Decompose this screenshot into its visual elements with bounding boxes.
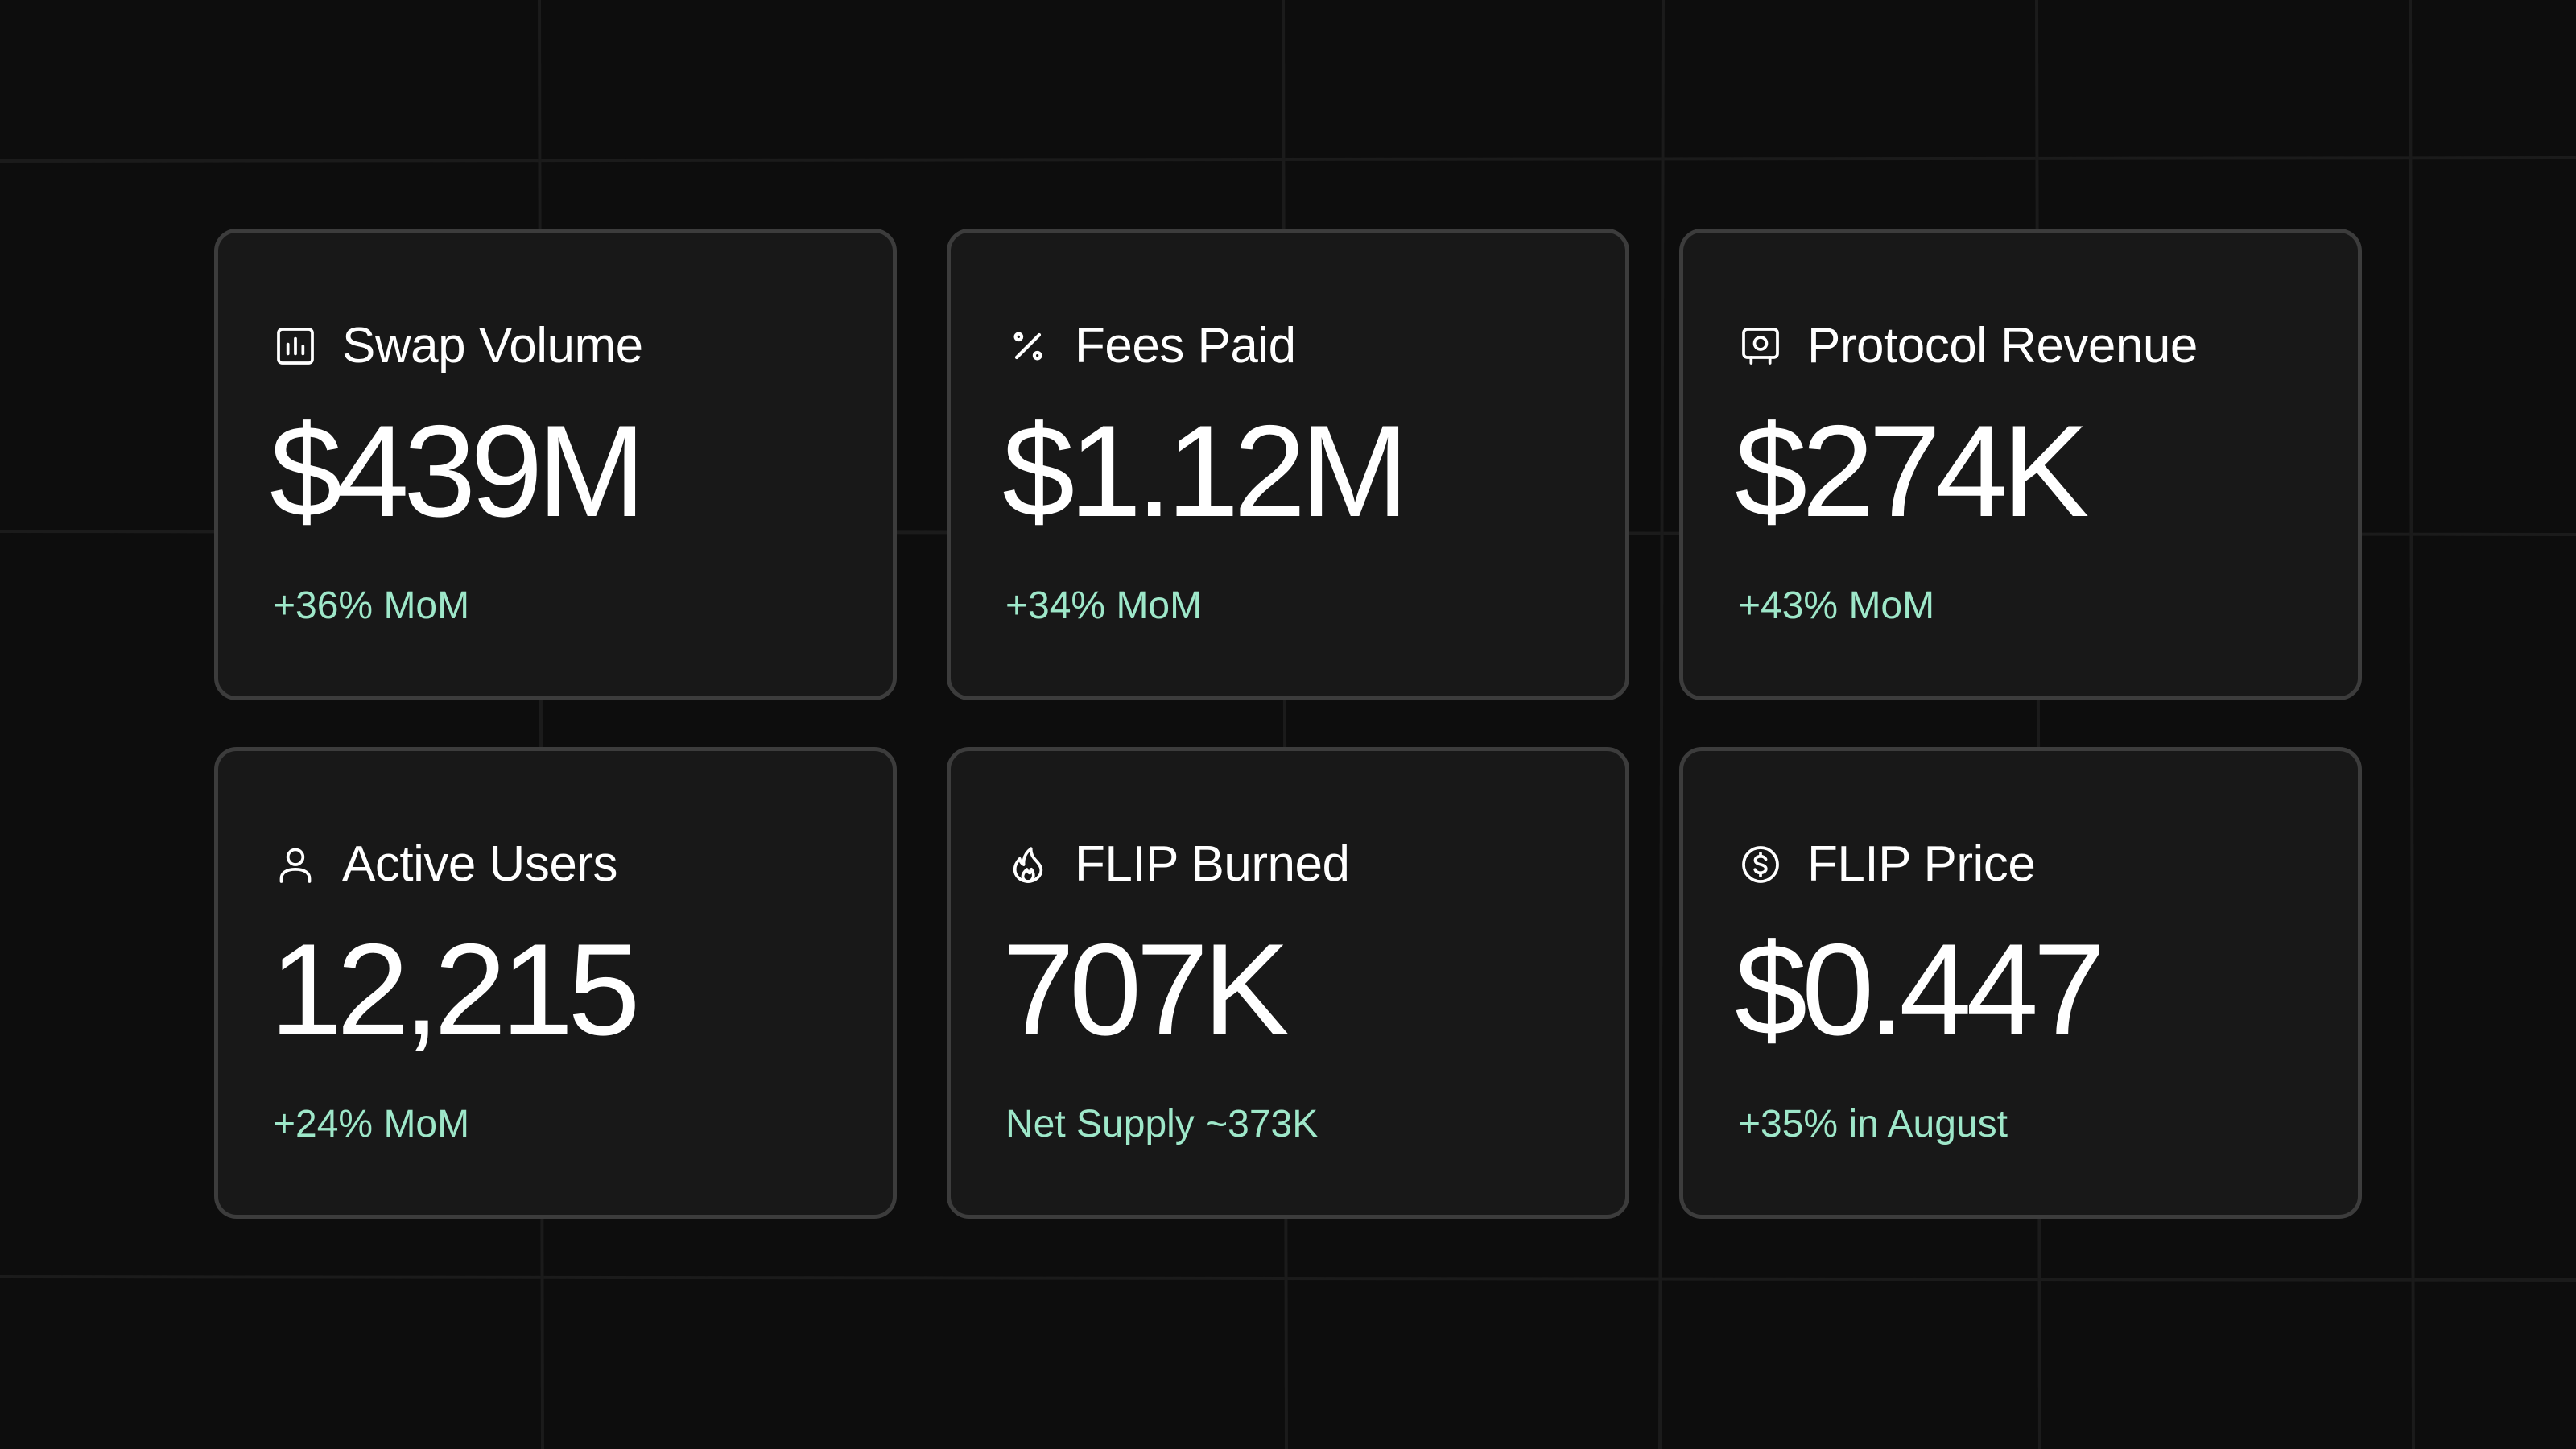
percent-icon: [1005, 324, 1051, 369]
card-header: Fees Paid: [1005, 310, 1296, 382]
card-change: +34% MoM: [1005, 584, 1203, 627]
card-value: $274K: [1735, 398, 2089, 544]
user-icon: [273, 842, 318, 887]
bar-chart-icon: [273, 324, 318, 369]
stat-card-fees-paid: Fees Paid $1.12M +34% MoM: [947, 229, 1629, 700]
dollar-coin-icon: [1738, 842, 1783, 887]
card-label: Active Users: [342, 836, 617, 892]
card-value: 12,215: [270, 917, 640, 1063]
card-value: $0.447: [1735, 917, 2105, 1063]
stat-card-protocol-revenue: Protocol Revenue $274K +43% MoM: [1679, 229, 2362, 700]
flame-icon: [1005, 842, 1051, 887]
card-change: +36% MoM: [273, 584, 470, 627]
card-value: $439M: [270, 398, 646, 544]
stat-card-swap-volume: Swap Volume $439M +36% MoM: [214, 229, 897, 700]
stat-card-flip-price: FLIP Price $0.447 +35% in August: [1679, 747, 2362, 1219]
card-header: Swap Volume: [273, 310, 643, 382]
card-value: 707K: [1002, 917, 1290, 1063]
card-header: FLIP Burned: [1005, 828, 1350, 901]
card-change: +43% MoM: [1738, 584, 1935, 627]
card-label: FLIP Price: [1807, 836, 2036, 892]
card-label: FLIP Burned: [1075, 836, 1350, 892]
card-change: +24% MoM: [273, 1103, 470, 1146]
stat-card-active-users: Active Users 12,215 +24% MoM: [214, 747, 897, 1219]
card-label: Swap Volume: [342, 318, 643, 374]
card-header: Protocol Revenue: [1738, 310, 2198, 382]
card-change: Net Supply ~373K: [1005, 1103, 1319, 1146]
stats-grid: Swap Volume $439M +36% MoM Fees Paid $1.…: [214, 229, 2362, 1219]
safe-icon: [1738, 324, 1783, 369]
card-value: $1.12M: [1002, 398, 1409, 544]
card-change: +35% in August: [1738, 1103, 2008, 1146]
stat-card-flip-burned: FLIP Burned 707K Net Supply ~373K: [947, 747, 1629, 1219]
card-header: Active Users: [273, 828, 617, 901]
card-header: FLIP Price: [1738, 828, 2036, 901]
card-label: Protocol Revenue: [1807, 318, 2198, 374]
card-label: Fees Paid: [1075, 318, 1296, 374]
